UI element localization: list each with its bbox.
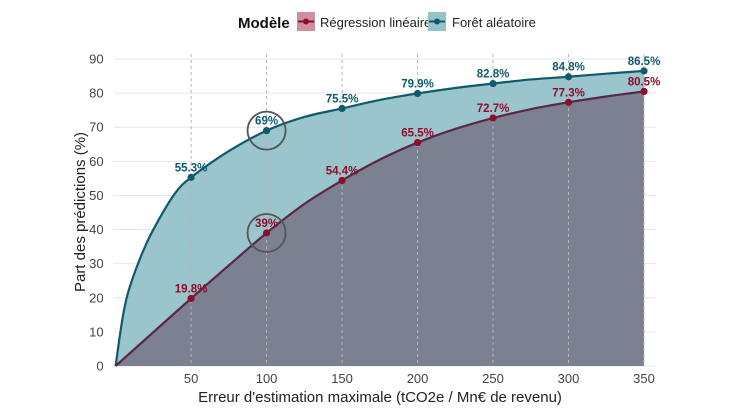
point-regression bbox=[489, 114, 497, 122]
vertical-guides bbox=[190, 54, 645, 366]
data-label-forest: 86.5% bbox=[628, 56, 661, 68]
data-label-forest: 82.8% bbox=[477, 69, 510, 81]
point-regression bbox=[564, 98, 573, 106]
highlight-circle bbox=[246, 110, 287, 151]
data-label-regression: 65.5% bbox=[401, 128, 434, 140]
y-tick-label: 50 bbox=[89, 188, 103, 203]
x-tick-label: 50 bbox=[184, 371, 198, 386]
y-tick-label: 20 bbox=[89, 290, 103, 305]
x-tick-label: 350 bbox=[633, 371, 655, 386]
data-label-regression: 72.7% bbox=[477, 103, 510, 115]
data-label-regression: 54.4% bbox=[326, 165, 359, 177]
legend-item-regression[interactable]: Régression linéaire bbox=[297, 12, 431, 31]
y-tick-label: 40 bbox=[89, 222, 103, 237]
point-forest bbox=[640, 67, 648, 75]
data-label-regression: 19.8% bbox=[175, 283, 208, 295]
x-tick-label: 200 bbox=[407, 371, 429, 386]
legend-label-forest: Forêt aléatoire bbox=[452, 15, 536, 30]
point-regression bbox=[187, 294, 195, 303]
x-tick-label: 150 bbox=[331, 371, 353, 386]
marks: 55.3% 69% 75.5% 79.9% 82.8% 84.8% 86.5% 19.8% 39… bbox=[175, 56, 661, 303]
y-axis-label: Part des prédictions (%) bbox=[72, 132, 89, 292]
point-forest bbox=[187, 173, 195, 181]
point-forest bbox=[262, 127, 271, 135]
point-forest bbox=[413, 89, 422, 98]
axes: 0 10 20 30 40 50 60 70 80 90 50 100 150 200 250 300 350 bbox=[89, 52, 655, 387]
areas bbox=[115, 70, 645, 367]
y-tick-label: 70 bbox=[89, 120, 103, 135]
point-forest bbox=[489, 79, 497, 88]
area-regression bbox=[115, 91, 645, 367]
y-tick-label: 30 bbox=[89, 256, 103, 271]
data-label-forest: 55.3% bbox=[175, 162, 208, 174]
x-axis-label: Erreur d'estimation maximale (tCO2e / Mn… bbox=[198, 389, 562, 406]
lines bbox=[114, 69, 645, 367]
legend-label-regression: Régression linéaire bbox=[320, 15, 431, 30]
point-forest bbox=[338, 104, 346, 113]
x-tick-label: 250 bbox=[482, 371, 504, 386]
point-regression bbox=[262, 229, 271, 237]
y-tick-label: 60 bbox=[89, 154, 103, 169]
y-tick-label: 80 bbox=[89, 86, 103, 101]
data-label-regression: 77.3% bbox=[552, 87, 585, 99]
legend: Modèle Régression linéaire Forêt aléatoi… bbox=[238, 12, 536, 32]
legend-item-forest[interactable]: Forêt aléatoire bbox=[428, 12, 536, 31]
point-forest bbox=[564, 73, 573, 81]
legend-title: Modèle bbox=[238, 15, 290, 32]
point-regression bbox=[338, 176, 346, 185]
data-label-forest: 84.8% bbox=[552, 62, 585, 74]
y-tick-label: 10 bbox=[89, 324, 103, 339]
data-label-regression: 39% bbox=[255, 218, 278, 230]
y-tick-label: 0 bbox=[96, 359, 103, 374]
point-regression bbox=[413, 138, 422, 147]
data-label-forest: 75.5% bbox=[326, 93, 359, 105]
point-regression bbox=[640, 87, 648, 96]
data-label-regression: 80.5% bbox=[628, 76, 661, 88]
data-label-forest: 79.9% bbox=[401, 78, 434, 90]
highlight-circle bbox=[246, 213, 287, 253]
y-tick-label: 90 bbox=[89, 52, 103, 67]
line-forest bbox=[114, 69, 645, 367]
line-regression bbox=[114, 90, 645, 367]
x-tick-label: 300 bbox=[558, 371, 580, 386]
x-tick-label: 100 bbox=[256, 371, 278, 386]
data-label-forest: 69% bbox=[255, 116, 278, 128]
